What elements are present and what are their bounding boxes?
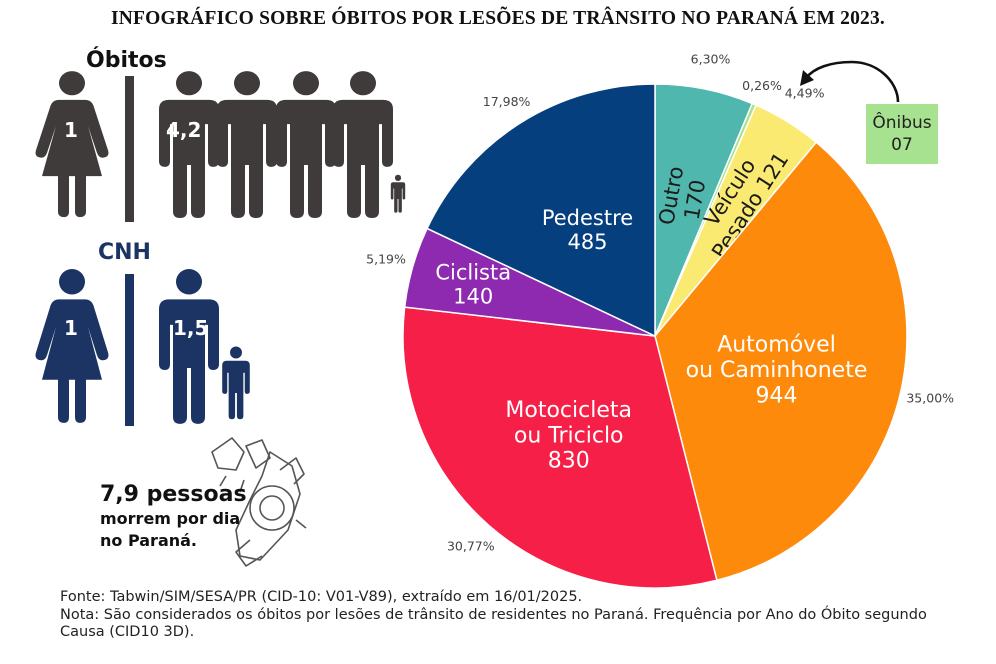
car-crash-icon bbox=[211, 437, 307, 567]
footer: Fonte: Tabwin/SIM/SESA/PR (CID-10: V01-V… bbox=[60, 589, 960, 642]
pie-slice bbox=[402, 306, 718, 589]
female-person-icon bbox=[35, 269, 109, 423]
percent-label: 17,98% bbox=[483, 94, 531, 109]
cnh-figures bbox=[35, 269, 250, 426]
percent-label: 35,00% bbox=[906, 390, 954, 405]
obitos-male-ratio: 4,2 bbox=[166, 118, 202, 142]
obitos-figures bbox=[35, 71, 406, 222]
divider bbox=[125, 274, 134, 426]
cnh-label: CNH bbox=[98, 240, 151, 265]
small-person-icon bbox=[390, 174, 406, 213]
pie-slice bbox=[426, 83, 656, 338]
daily-deaths-count: 7,9 pessoas bbox=[100, 482, 247, 507]
percent-label: 4,49% bbox=[785, 86, 825, 101]
percent-label: 6,30% bbox=[691, 51, 731, 66]
male-person-icon bbox=[333, 71, 393, 219]
onibus-value: 07 bbox=[891, 135, 913, 155]
female-person-icon bbox=[35, 71, 109, 218]
slice-label: Automóvel ou Caminhonete 944 bbox=[686, 333, 868, 409]
page-title: INFOGRÁFICO SOBRE ÓBITOS POR LESÕES DE T… bbox=[110, 8, 885, 29]
obitos-label: Óbitos bbox=[86, 48, 167, 73]
percent-label: 30,77% bbox=[447, 539, 495, 554]
male-person-icon bbox=[159, 269, 219, 424]
divider bbox=[125, 76, 134, 222]
small-person-icon bbox=[222, 346, 250, 420]
slice-label: Ciclista 140 bbox=[435, 261, 511, 309]
percent-label: 0,26% bbox=[742, 78, 782, 93]
slice-label: Pedestre 485 bbox=[542, 206, 633, 254]
male-person-icon bbox=[217, 71, 277, 219]
male-person-icon bbox=[159, 71, 219, 219]
slice-label: Motocicleta ou Triciclo 830 bbox=[505, 398, 632, 474]
onibus-label: Ônibus bbox=[872, 113, 932, 133]
method-note: Nota: São considerados os óbitos por les… bbox=[60, 606, 927, 641]
cnh-male-ratio: 1,5 bbox=[173, 316, 209, 340]
cnh-female-ratio: 1 bbox=[64, 316, 78, 340]
percent-label: 5,19% bbox=[366, 251, 406, 266]
male-person-icon bbox=[276, 71, 336, 219]
curved-arrow-icon bbox=[800, 60, 900, 103]
daily-deaths-note: 7,9 pessoas morrem por dia no Paraná. bbox=[100, 482, 247, 552]
pie-slice bbox=[654, 141, 908, 582]
onibus-callout: Ônibus 07 bbox=[866, 104, 938, 164]
source-note: Fonte: Tabwin/SIM/SESA/PR (CID-10: V01-V… bbox=[60, 589, 583, 605]
daily-deaths-line2: morrem por dia bbox=[100, 509, 241, 528]
daily-deaths-line3: no Paraná. bbox=[100, 531, 197, 550]
obitos-female-ratio: 1 bbox=[64, 118, 78, 142]
